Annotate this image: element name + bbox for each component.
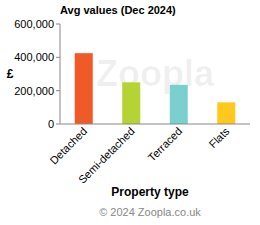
y-axis-label: £ xyxy=(7,67,14,81)
y-tick-label: 0 xyxy=(48,118,54,130)
chart-root: Zoopla Avg values (Dec 2024) £0 200,000 400,… xyxy=(0,0,260,225)
chart-svg: Zoopla Avg values (Dec 2024) £0 200,000 400,… xyxy=(0,0,260,225)
x-tick-label: Semi-detached xyxy=(76,125,137,186)
x-tick-label: Detached xyxy=(47,125,89,167)
bar xyxy=(122,82,140,124)
y-tick-label: 200,000 xyxy=(14,85,54,97)
y-tick xyxy=(56,57,60,58)
bar xyxy=(75,53,93,124)
y-tick-label: 400,000 xyxy=(14,51,54,63)
bar xyxy=(217,102,235,124)
footer: © 2024 Zoopla.co.uk xyxy=(99,206,201,218)
x-tick-label: Flats xyxy=(206,125,232,151)
y-tick xyxy=(56,90,60,91)
x-axis xyxy=(60,124,250,125)
watermark: Zoopla xyxy=(96,53,215,94)
y-tick xyxy=(56,24,60,25)
x-axis-label: Property type xyxy=(111,185,189,199)
bars xyxy=(75,53,236,124)
x-tick-label: Terraced xyxy=(145,125,184,164)
y-tick-label: 600,000 xyxy=(14,18,54,30)
y-axis xyxy=(60,24,61,124)
y-tick xyxy=(56,124,60,125)
title: Avg values (Dec 2024) xyxy=(60,4,176,16)
bar xyxy=(170,85,188,124)
